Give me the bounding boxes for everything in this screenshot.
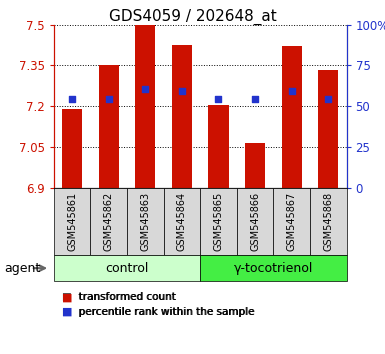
Text: ■  percentile rank within the sample: ■ percentile rank within the sample — [62, 307, 254, 316]
Text: agent: agent — [4, 262, 40, 275]
Text: GSM545866: GSM545866 — [250, 192, 260, 251]
Bar — [99, 65, 119, 188]
Point — [252, 97, 258, 102]
Point — [289, 88, 295, 94]
Text: GSM545862: GSM545862 — [104, 192, 114, 251]
Point — [142, 86, 149, 91]
Point — [105, 97, 112, 102]
Point — [325, 97, 331, 102]
Bar — [281, 46, 302, 188]
Text: ■: ■ — [62, 307, 72, 316]
Text: GSM545863: GSM545863 — [141, 192, 150, 251]
Text: GSM545865: GSM545865 — [214, 192, 223, 251]
Text: GSM545861: GSM545861 — [67, 192, 77, 251]
Text: percentile rank within the sample: percentile rank within the sample — [79, 307, 255, 316]
Text: control: control — [105, 262, 149, 275]
Text: γ-tocotrienol: γ-tocotrienol — [234, 262, 313, 275]
Text: GSM545867: GSM545867 — [287, 192, 296, 251]
Bar — [62, 109, 82, 188]
Text: GSM545864: GSM545864 — [177, 192, 187, 251]
Bar — [245, 143, 265, 188]
Bar — [208, 105, 229, 188]
Bar — [135, 25, 156, 188]
Point — [179, 88, 185, 94]
Text: GDS4059 / 202648_at: GDS4059 / 202648_at — [109, 9, 276, 25]
Text: GSM545868: GSM545868 — [323, 192, 333, 251]
Text: ■: ■ — [62, 292, 72, 302]
Point — [216, 97, 222, 102]
Text: ■  transformed count: ■ transformed count — [62, 292, 175, 302]
Point — [69, 97, 75, 102]
Bar — [172, 45, 192, 188]
Bar — [318, 69, 338, 188]
Text: transformed count: transformed count — [79, 292, 176, 302]
